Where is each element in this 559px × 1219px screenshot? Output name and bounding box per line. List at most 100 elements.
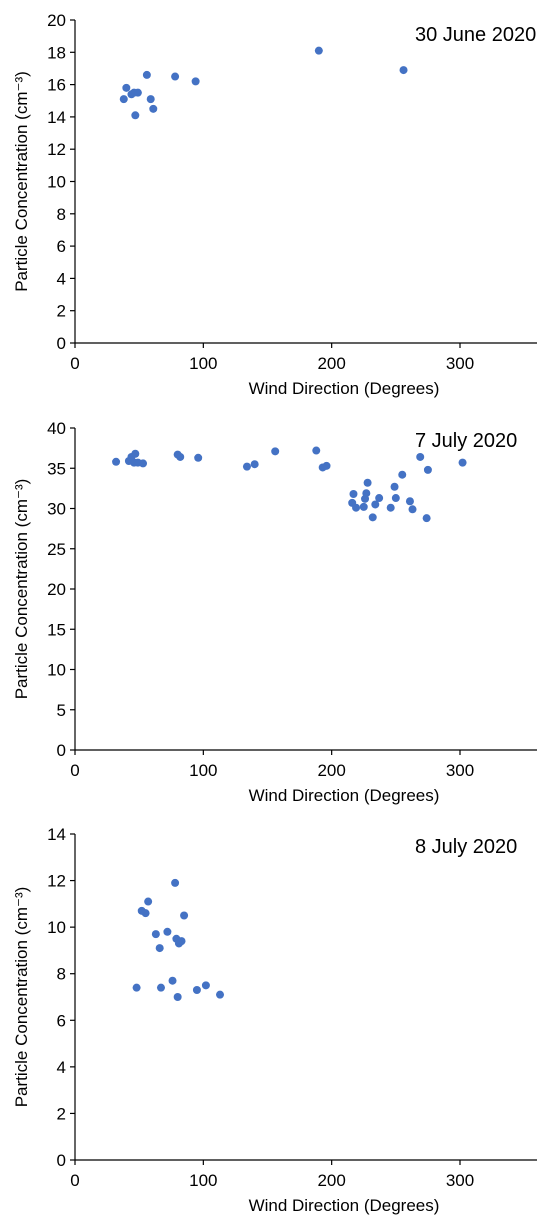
data-point: [375, 494, 384, 503]
data-point: [405, 497, 414, 506]
x-tick-label: 100: [189, 761, 217, 780]
y-tick-label: 0: [57, 334, 66, 353]
data-point: [163, 927, 172, 936]
y-tick-label: 20: [47, 11, 66, 30]
y-tick-label: 8: [57, 965, 66, 984]
y-tick-label: 30: [47, 500, 66, 519]
data-point: [363, 478, 372, 487]
y-tick-label: 4: [57, 1058, 66, 1077]
data-point: [242, 462, 251, 471]
data-point: [141, 909, 150, 918]
x-tick-label: 0: [70, 761, 79, 780]
data-point: [422, 514, 431, 523]
y-tick-label: 15: [47, 620, 66, 639]
data-point: [362, 489, 371, 498]
data-point: [151, 930, 160, 939]
y-axis-title: Particle Concentration (cm⁻³): [12, 479, 31, 700]
y-tick-label: 35: [47, 459, 66, 478]
data-point: [359, 502, 368, 511]
x-axis-title: Wind Direction (Degrees): [249, 379, 440, 398]
y-tick-label: 25: [47, 540, 66, 559]
y-tick-label: 10: [47, 918, 66, 937]
y-tick-label: 4: [57, 269, 66, 288]
data-point: [398, 470, 407, 479]
data-point: [180, 911, 189, 920]
y-axis-title: Particle Concentration (cm⁻³): [12, 887, 31, 1108]
data-point: [349, 490, 358, 499]
data-point: [314, 46, 323, 55]
data-point: [131, 111, 140, 120]
y-tick-label: 12: [47, 872, 66, 891]
data-point: [399, 66, 408, 75]
data-point: [408, 505, 417, 514]
chart-title: 30 June 2020: [415, 24, 536, 46]
x-tick-label: 300: [446, 761, 474, 780]
data-point: [201, 981, 210, 990]
data-point: [250, 460, 259, 469]
data-point: [192, 986, 201, 995]
x-axis-title: Wind Direction (Degrees): [249, 786, 440, 805]
y-tick-label: 10: [47, 173, 66, 192]
y-tick-label: 2: [57, 1104, 66, 1123]
chart-panel-3: 0 2 4 6 8 10 12 14 0 100 200 300 Wind Direction (Deg…: [12, 825, 537, 1215]
data-point: [312, 446, 321, 455]
data-point: [322, 461, 331, 470]
data-point: [171, 72, 180, 81]
data-point: [156, 983, 165, 992]
x-tick-label: 300: [446, 1171, 474, 1190]
x-tick-label: 200: [317, 354, 345, 373]
y-tick-label: 40: [47, 419, 66, 438]
data-point: [391, 494, 400, 503]
x-tick-label: 0: [70, 1171, 79, 1190]
x-tick-label: 300: [446, 354, 474, 373]
x-axis-title: Wind Direction (Degrees): [249, 1196, 440, 1215]
data-point: [352, 503, 361, 512]
data-point: [171, 878, 180, 887]
data-point: [416, 452, 425, 461]
data-point: [168, 976, 177, 985]
y-tick-label: 14: [47, 825, 66, 844]
y-tick-label: 20: [47, 580, 66, 599]
data-point: [133, 88, 142, 97]
data-point: [423, 465, 432, 474]
data-point: [271, 447, 280, 456]
data-point: [146, 95, 155, 104]
data-point: [142, 70, 151, 79]
data-point: [176, 452, 185, 461]
data-point: [194, 453, 203, 462]
y-tick-label: 8: [57, 205, 66, 224]
y-tick-label: 0: [57, 1151, 66, 1170]
data-point: [371, 500, 380, 509]
data-point: [149, 104, 158, 113]
data-point: [177, 937, 186, 946]
data-point: [144, 897, 153, 906]
x-tick-label: 200: [317, 1171, 345, 1190]
data-point: [139, 459, 148, 468]
data-point: [131, 449, 140, 458]
data-point: [368, 513, 377, 522]
y-tick-label: 14: [47, 108, 66, 127]
x-tick-label: 200: [317, 761, 345, 780]
y-tick-label: 18: [47, 43, 66, 62]
x-tick-label: 0: [70, 354, 79, 373]
chart-title: 7 July 2020: [415, 430, 517, 452]
data-point: [122, 83, 131, 92]
data-point: [119, 95, 128, 104]
y-tick-label: 6: [57, 1011, 66, 1030]
y-tick-label: 5: [57, 701, 66, 720]
y-tick-label: 0: [57, 741, 66, 760]
x-tick-label: 100: [189, 1171, 217, 1190]
data-point: [458, 458, 467, 467]
chart-title: 8 July 2020: [415, 836, 517, 858]
data-point: [390, 482, 399, 491]
data-point: [191, 77, 200, 86]
data-point: [173, 993, 182, 1001]
y-tick-label: 10: [47, 661, 66, 680]
data-point: [155, 944, 164, 953]
data-point: [216, 990, 225, 999]
data-point: [112, 457, 121, 466]
y-tick-label: 16: [47, 76, 66, 95]
y-tick-label: 2: [57, 302, 66, 321]
data-point: [132, 983, 141, 992]
